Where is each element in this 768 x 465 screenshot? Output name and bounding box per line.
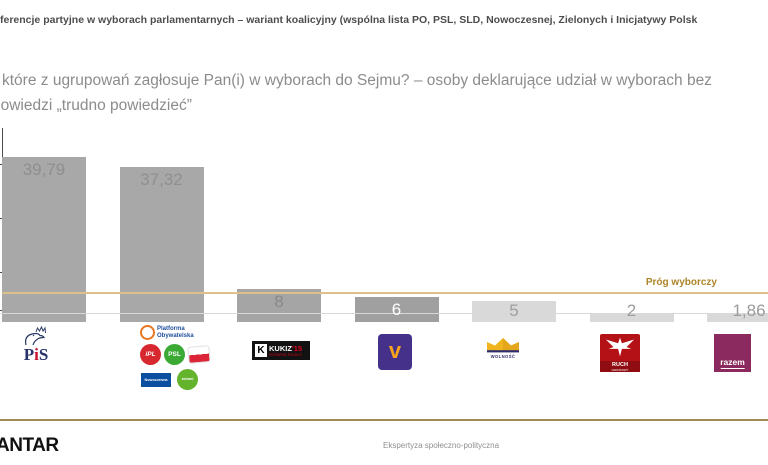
bar-value-label-3: 8	[274, 291, 284, 311]
bar-value-label-1: 39,79	[22, 159, 66, 179]
logo-razem: razem	[714, 334, 751, 372]
bar-value-label-2: 37,32	[140, 170, 183, 190]
y-axis-tick	[0, 272, 3, 273]
bar-1	[2, 156, 86, 322]
bar-4	[354, 297, 439, 322]
y-axis-tick	[0, 218, 3, 219]
survey-question-line2: powiedzi „trudno powiedzieć”	[0, 97, 192, 114]
electoral-threshold-label: Próg wyborczy	[645, 277, 717, 288]
ruch-eagle-icon	[605, 337, 635, 357]
logo-wiosna: v	[378, 334, 412, 370]
ruch-wordmark: RUCH NARODOWY	[600, 361, 640, 372]
footer-caption: Ekspertyza społeczno-polityczna	[383, 441, 500, 450]
kukiz-slogan: POTRAFISZ POLSKO!	[269, 352, 302, 357]
bar-3	[237, 288, 321, 322]
x-axis-line	[0, 313, 768, 314]
po-wordmark: Platforma Obywatelska	[157, 325, 194, 339]
logo-wolnosc: WOLNOŚĆ	[483, 337, 523, 365]
coalition-logos-row2: Nowoczesna zieloni	[141, 369, 198, 390]
logo-kukiz15: K KUKIZ'15 POTRAFISZ POLSKO!	[252, 341, 310, 360]
wiosna-v-icon: v	[388, 338, 402, 363]
bar-6	[589, 313, 674, 322]
logo-coalition: Platforma Obywatelska iPL PSL Nowoczesna…	[139, 324, 211, 390]
po-circle-icon	[140, 325, 155, 340]
bar-value-label-4: 6	[391, 300, 402, 320]
pis-eagle-icon	[25, 326, 46, 346]
polish-flag-icon	[187, 345, 211, 364]
kantar-logo: ANTAR	[0, 435, 59, 456]
kukiz-wordmark: KUKIZ'15	[269, 343, 303, 353]
footer-divider	[0, 419, 768, 421]
kukiz-k-icon: K	[255, 344, 267, 357]
electoral-threshold-line	[2, 292, 768, 294]
y-axis-tick	[0, 164, 3, 165]
bar-value-label-6: 2	[626, 301, 637, 320]
pis-wordmark: PiS	[23, 345, 49, 364]
bar-2	[119, 167, 204, 322]
bar-7	[707, 314, 768, 322]
y-axis-tick	[0, 310, 3, 311]
razem-wordmark: razem	[720, 357, 745, 369]
ipl-logo: iPL	[140, 344, 161, 365]
psl-logo: PSL	[164, 344, 185, 365]
page-title: ferencje partyjne w wyborach parlamentar…	[0, 14, 698, 26]
nowoczesna-logo: Nowoczesna	[141, 372, 171, 387]
logo-ruch-narodowy: RUCH NARODOWY	[600, 334, 640, 372]
bar-5	[472, 301, 556, 322]
logo-pis: PiS	[14, 326, 58, 370]
bar-value-label-7: 1,86	[732, 301, 766, 320]
wolnosc-wordmark: WOLNOŚĆ	[490, 354, 516, 359]
coalition-logos-row: iPL PSL	[140, 344, 211, 365]
zieloni-logo: zieloni	[177, 369, 198, 390]
wolnosc-crown-icon	[487, 338, 519, 353]
bar-value-label-5: 5	[509, 301, 519, 320]
po-logo: Platforma Obywatelska	[140, 325, 194, 340]
survey-question-line1: które z ugrupowań zagłosuje Pan(i) w wyb…	[2, 72, 712, 89]
